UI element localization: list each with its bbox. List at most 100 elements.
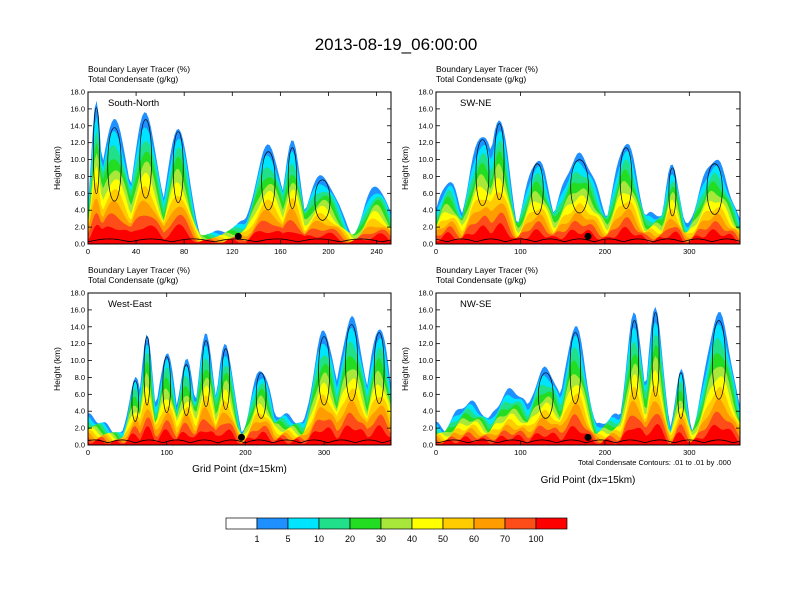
y-tick-label: 4.0 <box>75 407 85 416</box>
colorbar-swatch <box>225 517 258 530</box>
location-marker <box>584 232 592 240</box>
y-tick-label: 0.0 <box>423 240 433 249</box>
condensate-contour <box>475 139 490 206</box>
y-tick-label: 2.0 <box>423 223 433 232</box>
condensate-contour <box>162 356 171 413</box>
y-tick-label: 12.0 <box>70 138 85 147</box>
colorbar-swatch <box>256 517 289 530</box>
panel-title-condensate: Total Condensate (g/kg) <box>436 74 526 84</box>
colorbar-label: 5 <box>285 534 290 544</box>
y-tick-label: 0.0 <box>423 441 433 450</box>
x-tick-label: 0 <box>434 448 438 457</box>
panel-3: 0.0 2.0 4.0 6.0 8.0 10.0 12.0 14.0 16.0 18.0 0 100 2… <box>52 265 392 475</box>
section-label: SW-NE <box>460 98 492 109</box>
y-tick-label: 10.0 <box>418 155 433 164</box>
y-tick-label: 16.0 <box>70 305 85 314</box>
condensate-contour <box>531 163 544 215</box>
colorbar: 1 5 10 20 30 40 50 60 70 100 <box>225 517 568 544</box>
colorbar-label: 10 <box>314 534 324 544</box>
panel-title-tracer: Boundary Layer Tracer (%) <box>436 64 538 74</box>
figure-title: 2013-08-19_06:00:00 <box>315 35 478 54</box>
plot-frame <box>435 292 741 446</box>
plot-frame <box>435 91 741 245</box>
panel-title-tracer: Boundary Layer Tracer (%) <box>436 265 538 275</box>
y-tick-label: 6.0 <box>75 390 85 399</box>
x-tick-label: 0 <box>434 247 438 256</box>
condensate-contour <box>131 380 139 422</box>
y-tick-label: 18.0 <box>418 289 433 298</box>
y-tick-label: 14.0 <box>70 322 85 331</box>
location-marker <box>584 433 592 441</box>
condensate-contour <box>677 372 685 419</box>
panel-1: 0.0 2.0 4.0 6.0 8.0 10.0 12.0 14.0 16.0 18.0 0 40 80… <box>52 64 392 256</box>
y-tick-label: 4.0 <box>423 206 433 215</box>
colorbar-swatch <box>442 517 475 530</box>
y-tick-label: 2.0 <box>423 424 433 433</box>
y-tick-label: 4.0 <box>75 206 85 215</box>
y-tick-label: 0.0 <box>75 441 85 450</box>
x-tick-label: 300 <box>683 448 696 457</box>
y-tick-label: 12.0 <box>418 339 433 348</box>
terrain-line <box>88 439 391 444</box>
tracer-field <box>88 92 391 244</box>
x-tick-label: 300 <box>683 247 696 256</box>
colorbar-swatch <box>349 517 382 530</box>
colorbar-swatch <box>380 517 413 530</box>
panel-2: 0.0 2.0 4.0 6.0 8.0 10.0 12.0 14.0 16.0 18.0 0 100 2… <box>400 64 741 256</box>
panel-title-condensate: Total Condensate (g/kg) <box>88 275 178 285</box>
x-tick-label: 200 <box>599 247 612 256</box>
section-label: South-North <box>108 98 159 109</box>
condensate-contour <box>538 372 554 419</box>
y-tick-label: 8.0 <box>75 172 85 181</box>
y-tick-label: 10.0 <box>418 356 433 365</box>
y-tick-label: 12.0 <box>418 138 433 147</box>
y-axis-label: Height (km) <box>52 347 62 391</box>
colorbar-label: 40 <box>407 534 417 544</box>
x-tick-label: 300 <box>318 448 331 457</box>
panel-4: 0.0 2.0 4.0 6.0 8.0 10.0 12.0 14.0 16.0 18.0 0 100 2… <box>400 265 741 486</box>
panel-title-tracer: Boundary Layer Tracer (%) <box>88 265 190 275</box>
colorbar-label: 100 <box>528 534 543 544</box>
condensate-contour <box>314 179 331 221</box>
colorbar-label: 20 <box>345 534 355 544</box>
x-tick-label: 100 <box>514 448 527 457</box>
location-marker <box>237 433 245 441</box>
x-axis-label: Grid Point (dx=15km) <box>541 475 636 486</box>
condensate-contour <box>143 336 151 406</box>
x-tick-label: 200 <box>322 247 335 256</box>
panel-title-condensate: Total Condensate (g/kg) <box>436 275 526 285</box>
terrain-line <box>436 238 740 243</box>
x-tick-label: 200 <box>239 448 252 457</box>
y-tick-label: 8.0 <box>75 373 85 382</box>
x-tick-label: 80 <box>180 247 188 256</box>
condensate-contours-note: Total Condensate Contours: .01 to .01 by… <box>578 458 731 467</box>
x-tick-label: 240 <box>370 247 383 256</box>
condensate-contour <box>182 364 191 416</box>
condensate-contour <box>345 324 359 402</box>
condensate-contour <box>107 127 122 202</box>
y-tick-label: 12.0 <box>70 339 85 348</box>
y-tick-label: 8.0 <box>423 373 433 382</box>
colorbar-swatch <box>504 517 537 530</box>
y-tick-label: 6.0 <box>423 390 433 399</box>
colorbar-swatch <box>287 517 320 530</box>
section-label: NW-SE <box>460 299 492 310</box>
y-tick-label: 14.0 <box>418 322 433 331</box>
condensate-contour <box>629 320 639 400</box>
plot-frame <box>87 91 392 245</box>
y-tick-label: 4.0 <box>423 407 433 416</box>
condensate-contour <box>712 320 726 400</box>
y-tick-label: 10.0 <box>70 155 85 164</box>
x-tick-label: 0 <box>86 247 90 256</box>
y-tick-label: 2.0 <box>75 223 85 232</box>
condensate-contour <box>255 372 267 419</box>
x-tick-label: 120 <box>226 247 239 256</box>
tracer-field <box>436 293 740 445</box>
tracer-level-9 <box>88 212 391 244</box>
condensate-contour <box>318 336 330 406</box>
y-axis-label: Height (km) <box>400 146 410 190</box>
panel-title-condensate: Total Condensate (g/kg) <box>88 74 178 84</box>
y-tick-label: 14.0 <box>70 121 85 130</box>
condensate-contour <box>570 159 589 214</box>
terrain-line <box>436 439 740 444</box>
